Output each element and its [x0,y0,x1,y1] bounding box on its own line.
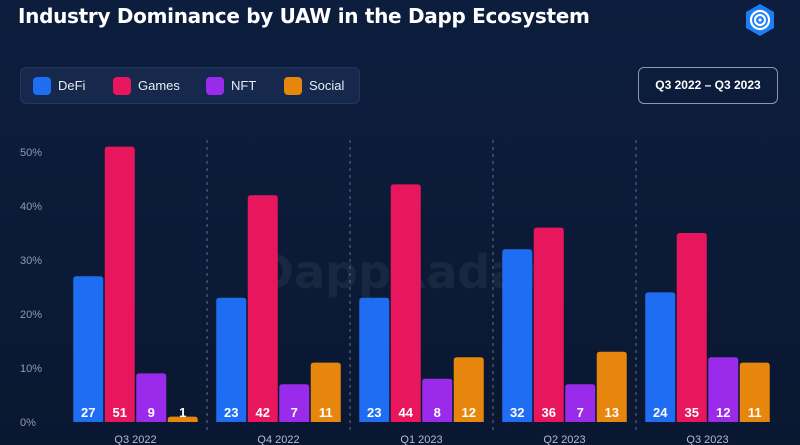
bar-defi [216,297,247,422]
y-tick-label: 10% [20,363,42,375]
bar-value-label: 23 [367,405,381,420]
bar-value-label: 23 [224,405,238,420]
dappradar-logo-icon [746,4,774,36]
bar-games [247,195,278,422]
legend-swatch-nft [206,77,224,95]
y-tick-label: 30% [20,255,42,267]
legend-swatch-social [284,77,302,95]
y-tick-label: 40% [20,201,42,213]
x-tick-label: Q1 2023 [400,434,442,445]
bar-games [390,184,421,422]
bar-value-label: 12 [462,405,476,420]
bar-nft [565,384,596,422]
y-tick-label: 20% [20,309,42,321]
bar-social [739,362,770,422]
y-tick-label: 50% [20,147,42,159]
bar-defi [73,276,104,422]
bar-value-label: 36 [542,405,556,420]
bar-defi [502,249,533,422]
bar-games [104,146,135,422]
bar-nft [136,373,167,422]
bar-value-label: 7 [577,405,584,420]
chart-title: Industry Dominance by UAW in the Dapp Ec… [18,4,590,28]
x-tick-label: Q3 2023 [686,434,728,445]
legend-label-games: Games [138,78,180,93]
y-tick-label: 0% [20,417,36,429]
bar-defi [359,297,390,422]
bar-defi [645,292,676,422]
legend-label-defi: DeFi [58,78,86,93]
bar-value-label: 27 [81,405,95,420]
bar-value-label: 11 [748,405,762,420]
legend-label-nft: NFT [231,78,257,93]
bar-social [167,416,198,422]
bar-nft [422,378,453,422]
period-range-label: Q3 2022 – Q3 2023 [638,67,778,104]
bar-value-label: 7 [291,405,298,420]
bar-value-label: 1 [179,405,186,420]
bar-social [596,351,627,422]
bar-social [310,362,341,422]
legend-label-social: Social [309,78,345,93]
bar-value-label: 8 [434,405,441,420]
bar-value-label: 35 [685,405,699,420]
chart-legend: DeFi Games NFT Social [20,67,360,104]
x-tick-label: Q4 2022 [257,434,299,445]
bar-value-label: 44 [399,405,414,420]
bar-value-label: 13 [605,405,619,420]
bar-value-label: 51 [113,405,127,420]
legend-swatch-defi [33,77,51,95]
bar-games [533,227,564,422]
bar-value-label: 12 [716,405,730,420]
bar-value-label: 11 [319,405,333,420]
bar-nft [708,357,739,422]
bar-social [453,357,484,422]
bar-value-label: 32 [510,405,524,420]
x-tick-label: Q2 2023 [543,434,585,445]
x-tick-label: Q3 2022 [114,434,156,445]
bar-games [676,233,707,422]
bar-nft [279,384,310,422]
bar-value-label: 9 [148,405,155,420]
legend-swatch-games [113,77,131,95]
bar-value-label: 42 [256,405,270,420]
bar-value-label: 24 [653,405,668,420]
